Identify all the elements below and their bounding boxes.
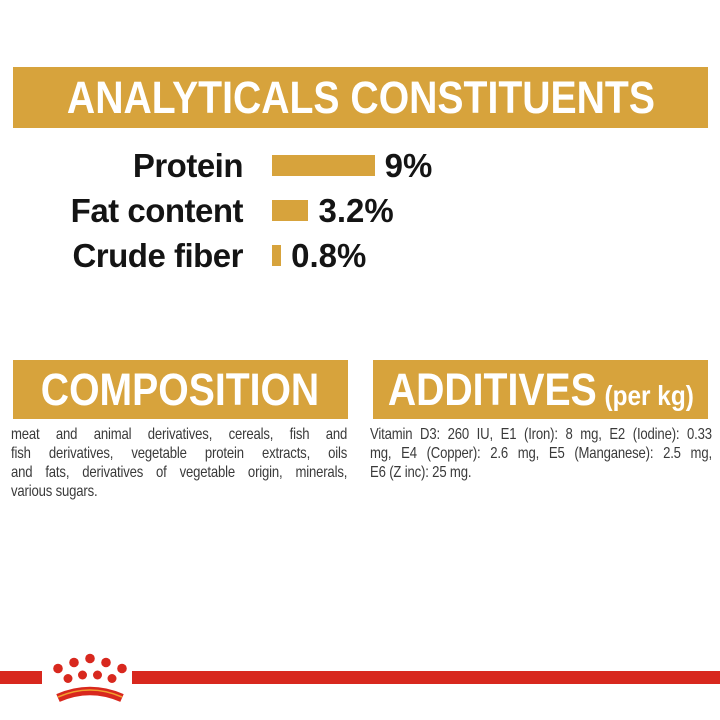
nutrient-chart: Protein 9% Fat content 3.2% Crude fiber …	[0, 143, 720, 278]
composition-text: meat and animal derivatives, cereals, fi…	[11, 425, 347, 501]
crown-dots	[53, 653, 127, 683]
footer-divider-left	[0, 671, 42, 684]
additives-text: Vitamin D3: 260 IU, E1 (Iron): 8 mg, E2 …	[370, 425, 712, 482]
royal-canin-crown-logo	[53, 653, 127, 702]
crude-fiber-label: Crude fiber	[72, 236, 243, 274]
additives-header-band: ADDITIVES (per kg)	[373, 360, 708, 419]
fat-content-value: 3.2%	[318, 191, 394, 229]
protein-value: 9%	[384, 146, 433, 184]
composition-header-band: COMPOSITION	[13, 360, 348, 419]
additives-line: Vitamin D3: 260 IU, E1 (Iron): 8 mg, E2 …	[370, 426, 712, 443]
fat-content-label: Fat content	[70, 191, 244, 229]
composition-title: COMPOSITION	[41, 364, 320, 415]
additives-unit-suffix: (per kg)	[604, 380, 694, 411]
nutrient-row-protein: Protein 9%	[0, 143, 720, 188]
composition-line: various sugars.	[11, 483, 98, 500]
crown-arc-accent	[57, 689, 123, 698]
composition-line: meat and animal derivatives, cereals, fi…	[11, 426, 348, 443]
footer-divider-right	[132, 671, 720, 684]
additives-line: E6 (Z inc): 25 mg.	[370, 464, 472, 481]
composition-line: fish derivatives, vegetable protein extr…	[11, 445, 348, 462]
analyticals-header-band: ANALYTICALS CONSTITUENTS	[13, 67, 708, 128]
additives-line: mg, E4 (Copper): 2.6 mg, E5 (Manganese):…	[370, 445, 712, 462]
additives-title: ADDITIVES	[387, 364, 597, 415]
nutrient-row-crude-fiber: Crude fiber 0.8%	[0, 233, 720, 278]
nutrient-row-fat-content: Fat content 3.2%	[0, 188, 720, 233]
protein-label: Protein	[132, 146, 244, 184]
analyticals-title: ANALYTICALS CONSTITUENTS	[66, 72, 655, 123]
crude-fiber-bar	[272, 245, 282, 266]
fat-content-bar	[272, 200, 309, 221]
crown-arc	[56, 686, 124, 702]
composition-line: and fats, derivatives of vegetable origi…	[11, 464, 348, 481]
crude-fiber-value: 0.8%	[291, 236, 367, 274]
protein-bar	[272, 155, 375, 176]
additives-title-group: ADDITIVES (per kg)	[388, 367, 694, 412]
